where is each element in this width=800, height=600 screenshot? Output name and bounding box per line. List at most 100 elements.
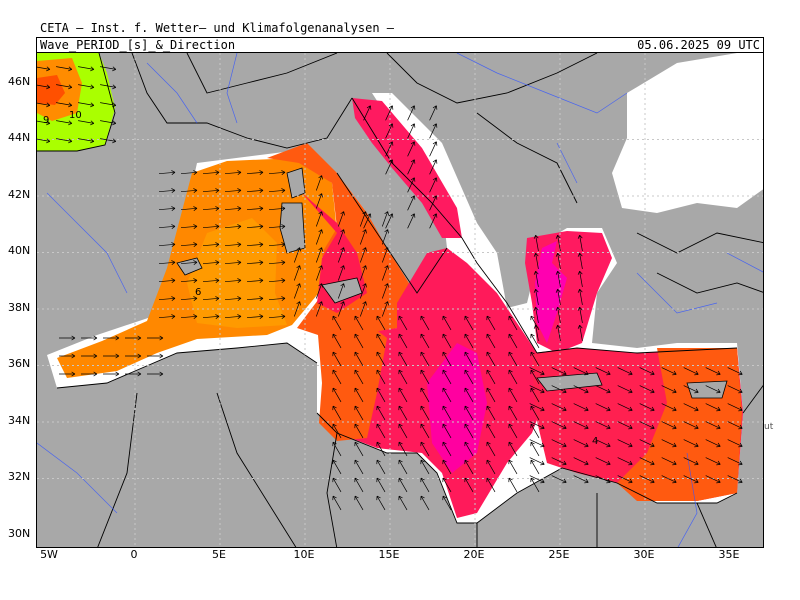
period-label-6: 6 [195,287,202,298]
direction-arrow [442,477,452,493]
direction-arrow [529,439,545,448]
direction-arrow [147,353,164,359]
direction-arrow [727,439,743,448]
direction-arrow [705,457,721,466]
lon-label: 5E [212,548,226,561]
direction-arrow [37,66,51,72]
direction-arrow [268,242,286,247]
direction-arrow [617,475,633,484]
biscay-field-red [37,75,65,105]
direction-arrow [533,270,539,287]
direction-arrow [420,387,430,403]
direction-arrow [705,367,721,376]
direction-arrow [376,495,386,511]
lon-label: 0 [130,548,138,561]
direction-arrow [683,367,699,376]
lat-label: 34N [8,414,31,427]
direction-arrow [420,477,430,493]
direction-arrow [315,265,323,281]
period-label-9: 9 [43,115,50,126]
direction-arrow [661,403,677,412]
direction-arrow [639,439,655,448]
direction-arrow [508,459,518,475]
direction-arrow [268,314,286,319]
direction-arrow [268,224,286,229]
direction-arrow [293,301,301,317]
direction-arrow [246,170,264,175]
direction-arrow [508,387,518,403]
direction-arrow [354,369,364,385]
direction-arrow [376,315,386,331]
direction-arrow [595,421,611,430]
period-label-10: 10 [69,110,82,121]
direction-arrow [705,385,721,394]
rivers [37,53,763,547]
direction-arrow [577,324,583,341]
direction-arrow [442,369,452,385]
direction-arrow [268,278,286,283]
direction-arrow [420,351,430,367]
direction-arrow [533,324,539,341]
direction-arrow [595,403,611,412]
direction-arrow [385,105,394,121]
direction-arrow [381,247,389,263]
direction-arrow [530,351,540,367]
direction-arrow [705,403,721,412]
direction-arrow [530,333,540,349]
direction-arrow [224,224,242,229]
lat-label: 38N [8,301,31,314]
direction-arrow [398,405,408,421]
lon-label: 5W [40,548,58,561]
direction-arrow [332,369,342,385]
direction-arrow [555,288,561,305]
direction-arrow [354,351,364,367]
direction-arrow [315,283,323,299]
direction-arrow [337,283,345,299]
direction-arrow [683,421,699,430]
direction-arrow [442,423,452,439]
direction-arrow [429,123,438,139]
direction-arrow [224,206,242,211]
direction-arrow [246,206,264,211]
direction-arrow [407,105,416,121]
direction-arrow [376,441,386,457]
direction-arrow [573,403,589,412]
direction-arrow [246,224,264,229]
direction-arrow [332,495,342,511]
direction-arrow [78,84,95,90]
direction-arrow [464,333,474,349]
direction-arrow [381,283,389,299]
direction-arrow [407,195,416,211]
lon-label: 35E [718,548,740,561]
direction-arrow [617,439,633,448]
direction-arrow [529,421,545,430]
direction-arrow [332,441,342,457]
direction-arrow [617,421,633,430]
direction-arrow [202,260,220,265]
direction-arrow [705,421,721,430]
institute-title: CETA — Inst. f. Wetter— und Klimafolgena… [40,21,395,35]
direction-arrow [359,247,367,263]
direction-arrow [158,260,176,265]
direction-arrow [103,371,120,377]
direction-arrow [78,102,95,108]
direction-arrow [529,457,545,466]
direction-arrow [533,288,539,305]
direction-arrow [332,459,342,475]
direction-arrow [359,211,367,227]
direction-arrow [486,477,496,493]
direction-arrow [464,405,474,421]
direction-arrow [224,242,242,247]
direction-arrow [573,385,589,394]
direction-arrow [337,229,345,245]
direction-arrow [100,138,117,144]
lon-label: 15E [378,548,400,561]
direction-arrow [224,278,242,283]
direction-arrow [398,441,408,457]
direction-arrow [530,405,540,421]
direction-arrow [639,385,655,394]
direction-arrow [224,314,242,319]
direction-arrow [420,315,430,331]
direction-arrow [381,211,389,227]
direction-arrow [359,229,367,245]
